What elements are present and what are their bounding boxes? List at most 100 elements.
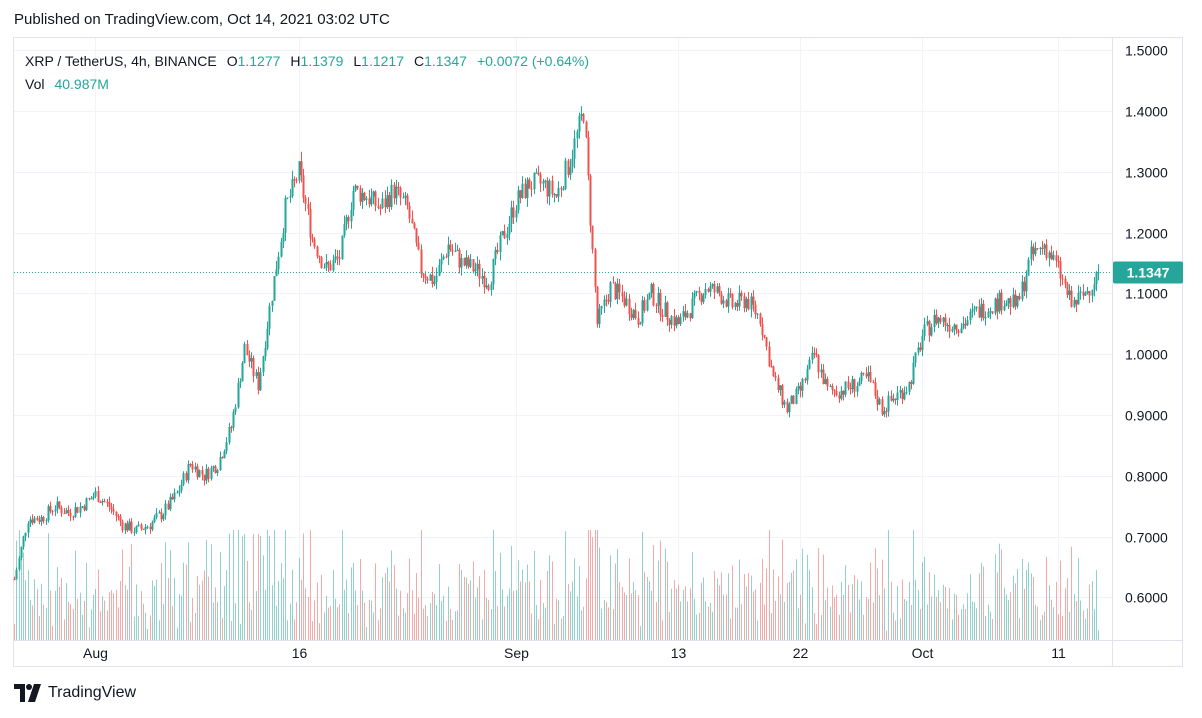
volume-bar xyxy=(773,569,774,640)
candle-body xyxy=(341,235,344,260)
candle-body xyxy=(90,498,93,500)
candle-body xyxy=(1009,298,1012,308)
candle-body xyxy=(903,392,906,400)
candle-body xyxy=(458,249,461,268)
candle-body xyxy=(422,273,425,276)
volume-bar xyxy=(924,556,925,640)
volume-bar xyxy=(423,608,424,640)
y-tick-label: 1.2000 xyxy=(1125,226,1168,242)
volume-bar xyxy=(355,590,356,640)
candle-body xyxy=(94,491,97,497)
volume-bar xyxy=(16,540,17,640)
candle-body xyxy=(937,317,940,324)
volume-bar xyxy=(891,581,892,640)
candle-body xyxy=(998,292,1001,312)
volume-bar xyxy=(190,621,191,640)
volume-bar xyxy=(299,558,300,640)
volume-bar xyxy=(226,569,227,640)
footer-branding[interactable]: TradingView xyxy=(14,684,136,702)
candle-body xyxy=(955,324,958,331)
volume-bar xyxy=(344,589,345,640)
volume-bar xyxy=(50,590,51,640)
candle-body xyxy=(252,358,255,376)
candle-body xyxy=(413,223,416,229)
candle-body xyxy=(137,524,140,527)
volume-bar xyxy=(357,605,358,640)
volume-bar xyxy=(416,572,417,640)
candle-body xyxy=(693,292,696,299)
volume-bar xyxy=(784,601,785,640)
volume-bar xyxy=(809,569,810,640)
volume-bar xyxy=(900,618,901,640)
volume-bar xyxy=(879,595,880,640)
candle-body xyxy=(415,228,418,243)
volume-bar xyxy=(75,550,76,640)
candle-body xyxy=(38,520,41,522)
volume-bar xyxy=(174,577,175,640)
volume-bar xyxy=(251,609,252,640)
volume-bar xyxy=(111,590,112,640)
volume-bar xyxy=(633,581,634,640)
candle-body xyxy=(682,311,685,317)
candle-body xyxy=(356,185,359,189)
volume-bar xyxy=(373,612,374,640)
volume-bar xyxy=(848,584,849,640)
volume-bar xyxy=(127,589,128,640)
volume-bar xyxy=(369,599,370,640)
volume-bar xyxy=(949,588,950,640)
candle-body xyxy=(298,161,301,181)
candle-body xyxy=(338,257,341,260)
volume-bar xyxy=(999,543,1000,640)
candle-body xyxy=(424,275,427,279)
candle-body xyxy=(169,496,172,510)
candle-body xyxy=(684,311,687,318)
candle-body xyxy=(1088,291,1091,296)
candle-body xyxy=(79,506,82,513)
candle-body xyxy=(438,264,441,276)
volume-bar xyxy=(109,592,110,640)
candle-body xyxy=(207,468,210,479)
candle-body xyxy=(474,269,477,272)
volume-bar xyxy=(965,608,966,640)
candle-body xyxy=(804,378,807,381)
volume-bar xyxy=(985,615,986,640)
volume-bar xyxy=(730,618,731,640)
candle-body xyxy=(738,292,741,307)
volume-bar xyxy=(791,572,792,640)
volume-bar xyxy=(154,585,155,640)
volume-bar xyxy=(301,579,302,640)
volume-bar xyxy=(936,596,937,640)
candle-body xyxy=(533,173,536,190)
candle-body xyxy=(74,507,77,517)
volume-bar xyxy=(39,616,40,640)
volume-bar xyxy=(188,542,189,640)
volume-bar xyxy=(708,606,709,640)
candle-body xyxy=(291,179,294,196)
candle-body xyxy=(1073,299,1076,307)
volume-bar xyxy=(714,571,715,640)
volume-bar xyxy=(351,567,352,640)
volume-bar xyxy=(342,530,343,640)
candle-body xyxy=(519,190,522,198)
chart-axes: 1.5000 1.4000 1.3000 1.2000 1.1000 1.0000 0.90… xyxy=(14,38,1183,666)
volume-bar xyxy=(699,613,700,640)
candle-body xyxy=(189,464,192,466)
volume-bar xyxy=(789,581,790,640)
legend-vol-label: Vol xyxy=(25,76,45,92)
volume-bar xyxy=(468,583,469,640)
candle-body xyxy=(128,521,131,531)
volume-bar xyxy=(825,600,826,640)
candle-body xyxy=(230,427,233,429)
candle-body xyxy=(673,316,676,326)
candle-body xyxy=(589,175,592,226)
volume-bar xyxy=(436,605,437,640)
volume-bar xyxy=(238,530,239,640)
candle-body xyxy=(655,305,658,307)
chart-frame[interactable] xyxy=(13,37,1183,667)
candle-body xyxy=(1021,281,1024,300)
volume-bar xyxy=(181,595,182,640)
candle-body xyxy=(833,389,836,392)
volume-bar xyxy=(970,574,971,640)
candle-body xyxy=(158,512,161,514)
